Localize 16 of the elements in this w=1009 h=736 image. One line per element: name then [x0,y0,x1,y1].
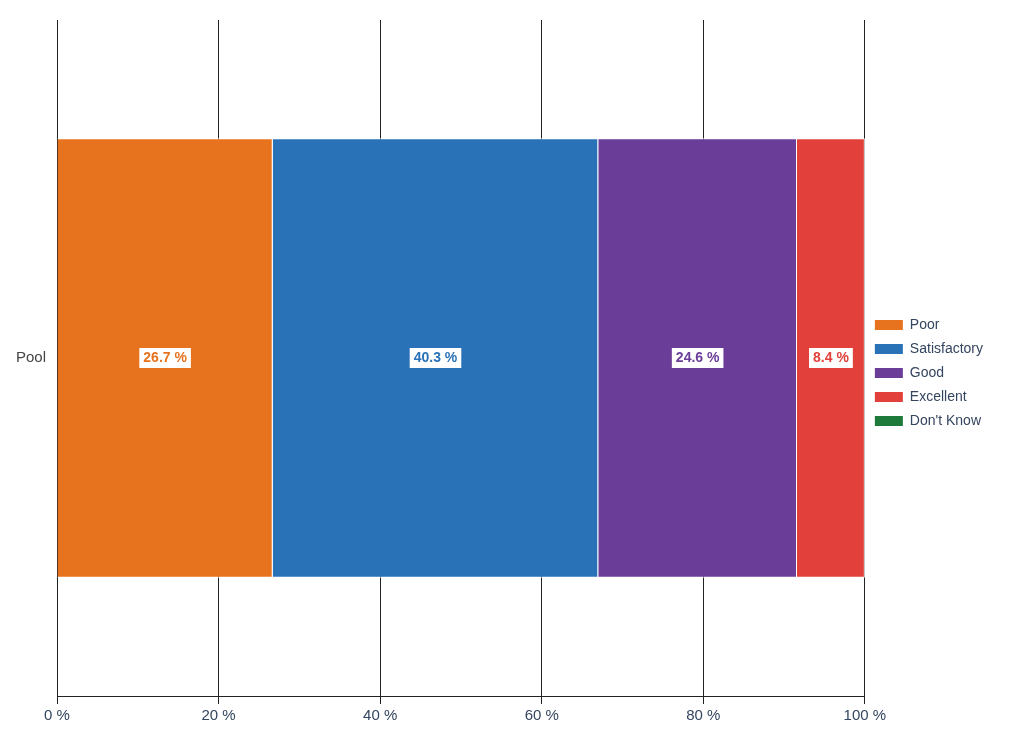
legend-label: Satisfactory [909,339,983,356]
data-label: 40.3 % [413,348,458,365]
x-tick-label: 0 % [44,706,70,724]
y-tick-label: Pool [15,348,47,366]
x-tick-label: 80 % [686,706,721,724]
data-label: 24.6 % [675,348,720,365]
x-tick-label: 100 % [843,706,887,724]
data-label: 8.4 % [813,348,850,365]
x-tick-label: 60 % [524,706,559,724]
data-label: 26.7 % [143,348,188,365]
legend-label: Poor [909,315,940,332]
x-tick-label: 40 % [363,706,398,724]
legend-label: Don't Know [909,411,982,428]
legend-label: Excellent [909,387,967,404]
x-tick-label: 20 % [201,706,236,724]
legend-label: Good [909,363,945,380]
